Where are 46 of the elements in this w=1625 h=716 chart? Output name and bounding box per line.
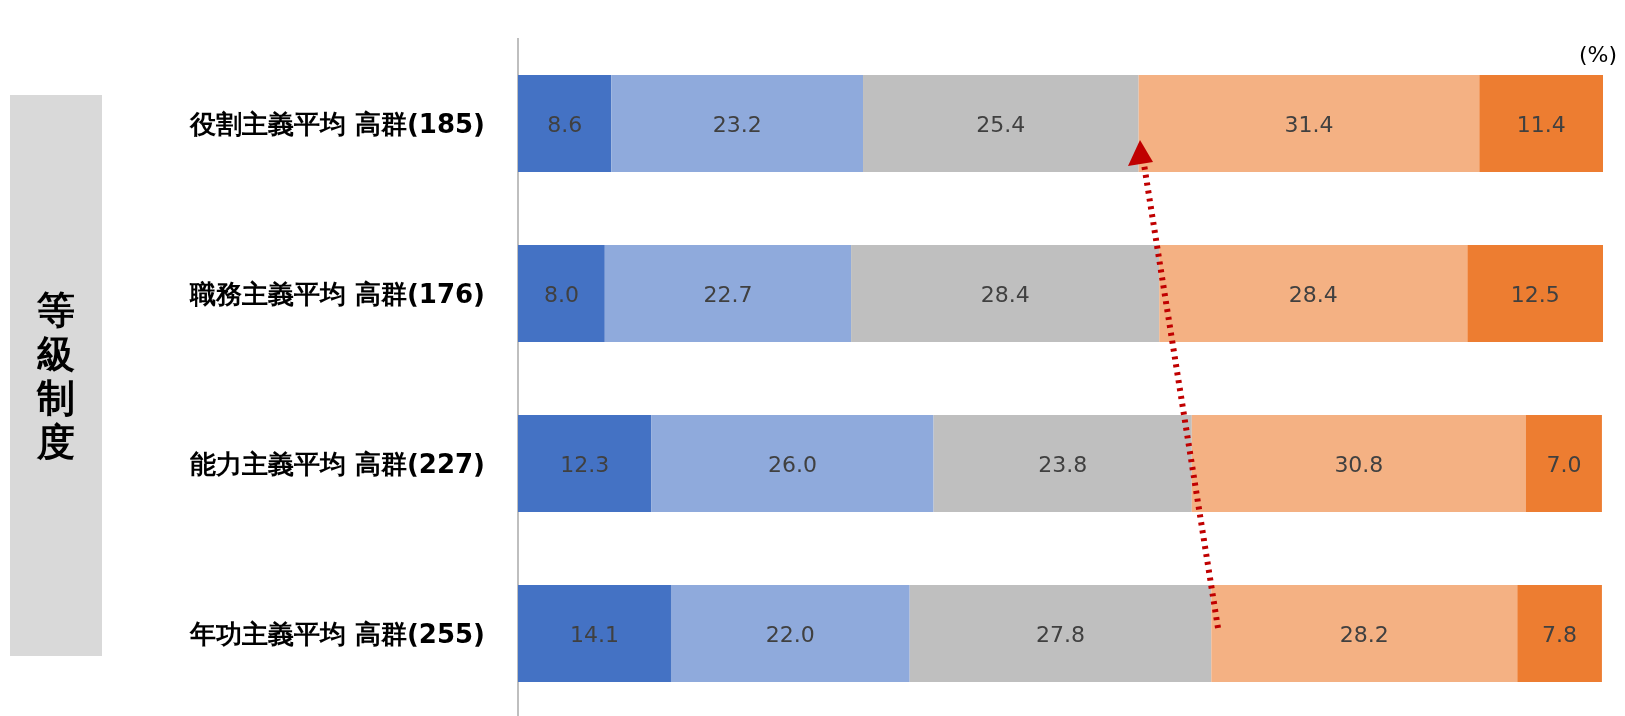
bar xyxy=(863,75,1139,172)
data-label: 22.7 xyxy=(703,281,753,307)
annotation: (%) xyxy=(1578,42,1617,67)
bar xyxy=(1479,75,1603,172)
bar xyxy=(1467,245,1604,342)
bar xyxy=(518,415,652,512)
data-label: 27.8 xyxy=(1036,621,1085,647)
bar xyxy=(1525,415,1602,512)
bar xyxy=(670,585,910,682)
data-label: 31.4 xyxy=(1284,111,1334,137)
data-label: 14.1 xyxy=(570,621,619,647)
bar xyxy=(651,415,934,512)
y-axis-title: 等級制度 xyxy=(36,288,75,464)
data-label: 28.4 xyxy=(1288,281,1338,307)
bar xyxy=(933,415,1192,512)
data-label: 8.0 xyxy=(543,281,579,307)
data-label: 23.8 xyxy=(1038,451,1088,477)
y-tick-label: 職務主義平均 高群(176) xyxy=(188,278,485,309)
bar xyxy=(518,245,605,342)
bar xyxy=(851,245,1160,342)
data-label: 12.5 xyxy=(1510,281,1560,307)
bar xyxy=(611,75,864,172)
data-label: 26.0 xyxy=(768,451,817,477)
data-label: 11.4 xyxy=(1516,111,1566,137)
bar xyxy=(1211,585,1518,682)
bar xyxy=(909,585,1212,682)
data-label: 28.4 xyxy=(980,281,1030,307)
data-label: 22.0 xyxy=(765,621,815,647)
y-tick-label: 年功主義平均 高群(255) xyxy=(188,618,485,649)
bar xyxy=(1138,75,1480,172)
data-label: 7.8 xyxy=(1542,621,1578,647)
bar xyxy=(518,75,612,172)
data-label: 28.2 xyxy=(1339,621,1389,647)
bar xyxy=(1159,245,1468,342)
data-label: 30.8 xyxy=(1334,451,1384,477)
y-tick-label: 能力主義平均 高群(227) xyxy=(189,448,485,479)
data-label: 12.3 xyxy=(560,451,610,477)
bar xyxy=(1191,415,1526,512)
y-tick-label: 役割主義平均 高群(185) xyxy=(188,108,485,139)
data-label: 8.6 xyxy=(547,111,583,137)
bar xyxy=(518,585,671,682)
bar xyxy=(1517,585,1602,682)
data-label: 7.0 xyxy=(1546,451,1582,477)
data-label: 23.2 xyxy=(712,111,762,137)
bar xyxy=(604,245,852,342)
data-label: 25.4 xyxy=(976,111,1026,137)
